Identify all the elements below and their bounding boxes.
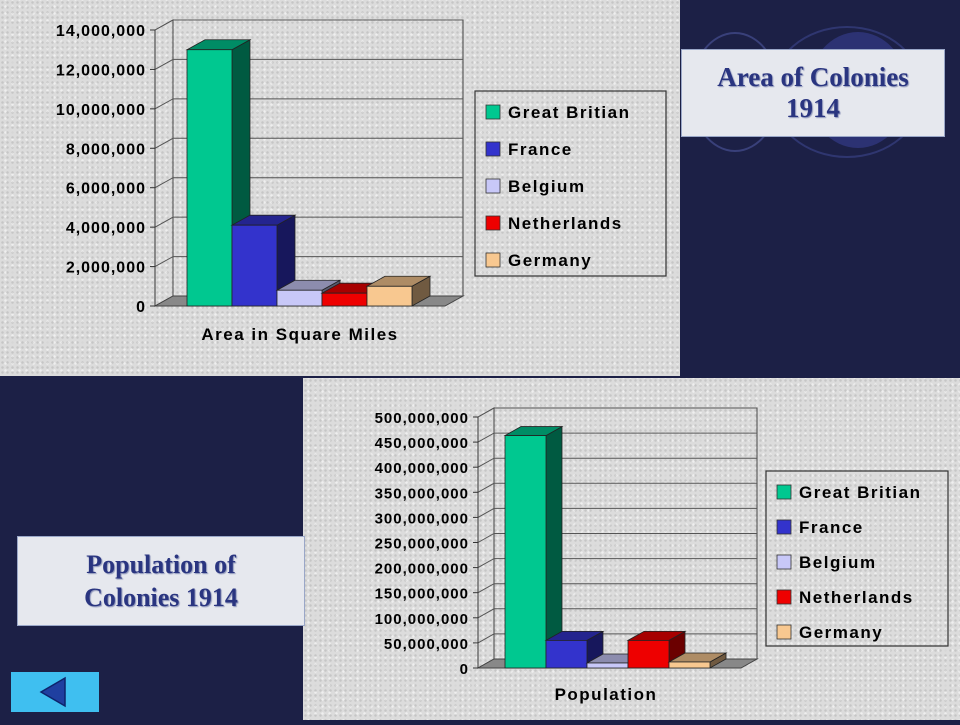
y-tick-label: 50,000,000 (384, 636, 469, 653)
y-tick-label: 12,000,000 (56, 62, 146, 79)
legend-swatch (776, 624, 792, 640)
legend-entry: France (799, 518, 864, 537)
bar-france (545, 639, 588, 669)
y-tick-label: 100,000,000 (375, 611, 469, 628)
back-arrow-icon (39, 676, 66, 708)
x-axis-label: Population (555, 685, 658, 704)
legend-swatch (776, 519, 792, 535)
plot-left-wall (154, 19, 174, 307)
legend-entry: France (508, 140, 573, 159)
legend-swatch (776, 554, 792, 570)
bar-netherlands (627, 639, 670, 669)
legend-swatch (776, 484, 792, 500)
gridline (154, 256, 463, 268)
gridline (477, 533, 757, 543)
gridline (477, 507, 757, 518)
y-tick-label: 0 (136, 299, 146, 316)
gridline (477, 558, 757, 569)
legend-entry: Germany (508, 251, 592, 270)
population-title-line1: Population of (86, 550, 236, 579)
y-tick-label: 400,000,000 (375, 460, 469, 477)
legend-entry: Netherlands (508, 214, 623, 233)
y-tick-label: 0 (460, 661, 469, 678)
gridline (477, 608, 757, 619)
gridline (477, 432, 757, 443)
population-title-box: Population of Colonies 1914 (17, 536, 305, 626)
legend-entry: Netherlands (799, 588, 914, 607)
bar-france (231, 224, 278, 307)
bar-belgium (276, 289, 323, 307)
y-tick-label: 4,000,000 (66, 220, 146, 237)
gridline (477, 482, 757, 493)
gridline (477, 583, 757, 594)
y-tick-label: 350,000,000 (375, 485, 469, 502)
area-title-line2: 1914 (786, 93, 840, 123)
back-button[interactable] (11, 672, 99, 712)
bar-belgium (586, 662, 629, 669)
gridline (477, 407, 757, 418)
legend-entry: Germany (799, 623, 883, 642)
gridline (154, 177, 463, 189)
y-tick-label: 8,000,000 (66, 141, 146, 158)
legend-swatch (485, 252, 501, 268)
y-tick-label: 6,000,000 (66, 181, 146, 198)
bar-germany (668, 661, 711, 669)
y-tick-label: 150,000,000 (375, 586, 469, 603)
y-tick-label: 500,000,000 (375, 410, 469, 427)
legend-swatch (485, 215, 501, 231)
legend-entry: Great Britian (508, 103, 630, 122)
bar-netherlands (321, 292, 368, 307)
bar-side-great-britian (545, 425, 563, 669)
gridline (154, 19, 463, 31)
legend-entry: Belgium (508, 177, 586, 196)
legend-swatch (485, 178, 501, 194)
area-title-box: Area of Colonies 1914 (681, 49, 945, 137)
legend-entry: Belgium (799, 553, 877, 572)
area-chart-panel: 0 2,000,000 4,000,000 6,000,000 8,000,000 10,… (0, 0, 680, 376)
y-tick-label: 300,000,000 (375, 510, 469, 527)
gridline (477, 457, 757, 468)
population-chart-panel: 0 50,000,000 100,000,000 150,000,000 200,000… (303, 378, 960, 720)
y-tick-label: 2,000,000 (66, 260, 146, 277)
legend-box (474, 90, 667, 277)
y-tick-label: 14,000,000 (56, 23, 146, 40)
gridline (154, 98, 463, 110)
population-title-line2: Colonies 1914 (84, 583, 238, 612)
y-tick-label: 450,000,000 (375, 435, 469, 452)
area-title-line1: Area of Colonies (717, 62, 909, 92)
bar-great-britian (504, 435, 547, 669)
x-axis-label: Area in Square Miles (201, 325, 398, 344)
gridline (154, 58, 463, 70)
legend-swatch (776, 589, 792, 605)
bar-germany (366, 285, 413, 307)
legend-box (765, 470, 949, 647)
y-tick-label: 200,000,000 (375, 561, 469, 578)
y-tick-label: 250,000,000 (375, 536, 469, 553)
legend-swatch (485, 141, 501, 157)
bar-great-britian (186, 49, 233, 307)
population-chart: 0 50,000,000 100,000,000 150,000,000 200,000… (375, 407, 949, 704)
legend-entry: Great Britian (799, 483, 921, 502)
gridline (154, 216, 463, 228)
area-chart: 0 2,000,000 4,000,000 6,000,000 8,000,000 10,… (56, 19, 667, 344)
gridline (154, 137, 463, 149)
legend-swatch (485, 104, 501, 120)
y-tick-label: 10,000,000 (56, 102, 146, 119)
